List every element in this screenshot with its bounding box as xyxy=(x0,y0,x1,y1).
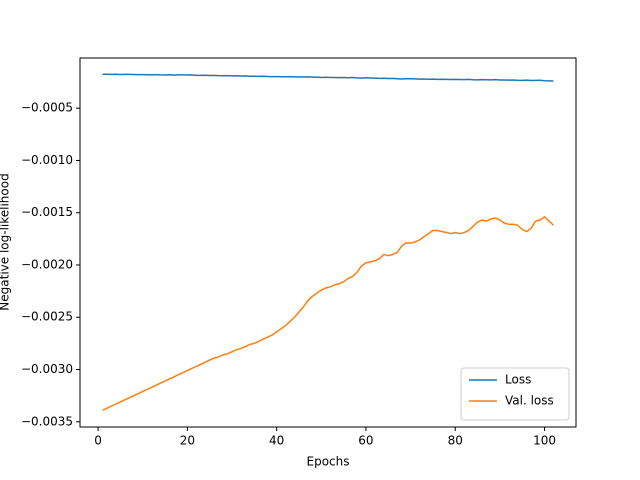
y-tick-label: −0.0025 xyxy=(21,310,73,324)
y-tick-label: −0.0035 xyxy=(21,414,73,428)
x-tick-label: 40 xyxy=(269,434,284,448)
y-tick-label: −0.0020 xyxy=(21,257,73,271)
x-tick-label: 20 xyxy=(180,434,195,448)
y-tick-label: −0.0005 xyxy=(21,101,73,115)
data-line xyxy=(102,73,554,82)
y-tick-label: −0.0010 xyxy=(21,153,73,167)
y-tick-label: −0.0015 xyxy=(21,205,73,219)
x-tick-label: 80 xyxy=(448,434,463,448)
x-tick-label: 0 xyxy=(94,434,102,448)
plot-frame xyxy=(79,57,577,428)
legend-box xyxy=(460,367,570,421)
x-tick-label: 100 xyxy=(533,434,556,448)
y-tick-label: −0.0030 xyxy=(21,362,73,376)
y-axis-label: Negative log-likelihood xyxy=(0,173,12,310)
x-tick-label: 60 xyxy=(358,434,373,448)
legend-label: Val. loss xyxy=(505,394,554,408)
x-axis-label: Epochs xyxy=(307,455,350,469)
legend-label: Loss xyxy=(505,373,531,387)
data-line xyxy=(102,215,554,411)
